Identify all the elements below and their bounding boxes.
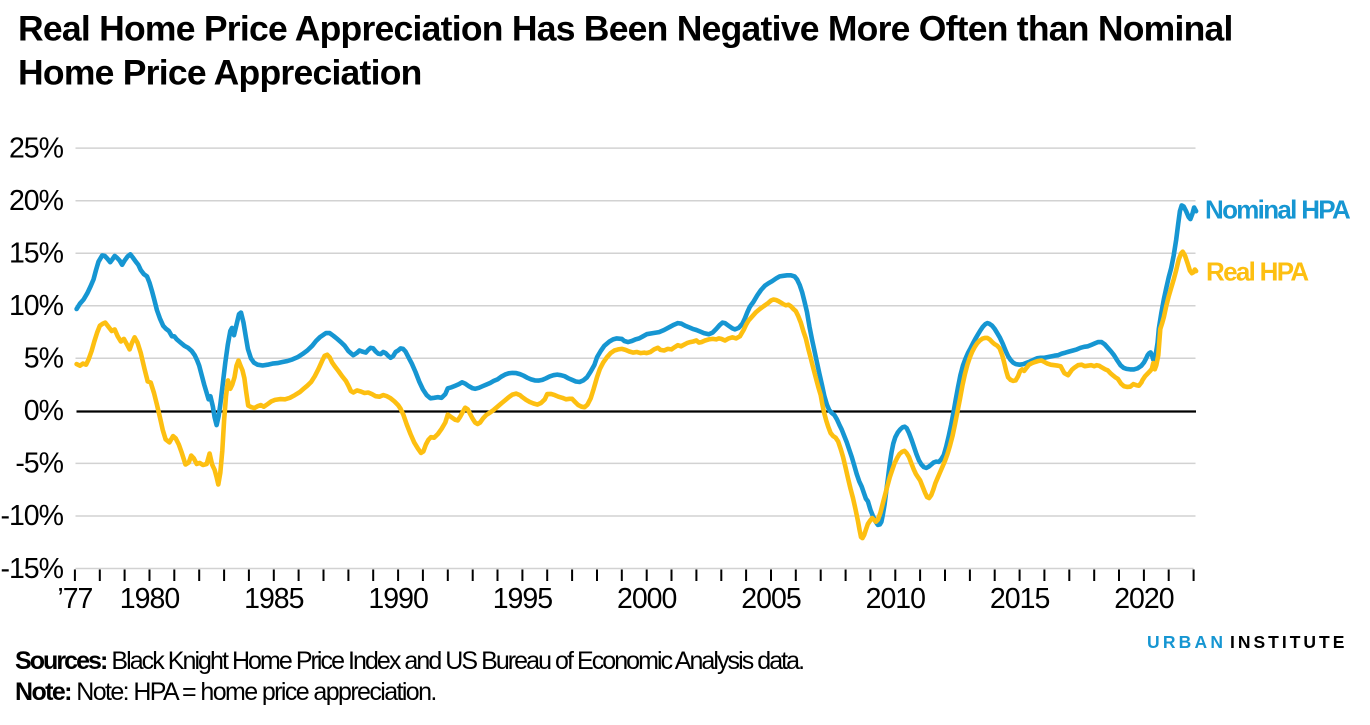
svg-text:INSTITUTE: INSTITUTE xyxy=(1230,632,1347,652)
svg-text:2015: 2015 xyxy=(990,583,1050,615)
svg-text:1980: 1980 xyxy=(120,583,180,615)
svg-text:15%: 15% xyxy=(9,237,64,269)
svg-text:-5%: -5% xyxy=(15,448,63,480)
svg-text:Home Price Appreciation: Home Price Appreciation xyxy=(18,53,422,93)
svg-text:20%: 20% xyxy=(9,185,64,217)
svg-text:Real HPA: Real HPA xyxy=(1206,257,1309,287)
svg-text:2010: 2010 xyxy=(866,583,926,615)
svg-text:1990: 1990 xyxy=(368,583,428,615)
svg-text:Sources: Black Knight Home Pri: Sources: Black Knight Home Price Index a… xyxy=(15,647,803,675)
svg-text:-10%: -10% xyxy=(0,500,63,532)
svg-text:-15%: -15% xyxy=(0,553,63,585)
svg-text:0%: 0% xyxy=(24,395,64,427)
svg-text:10%: 10% xyxy=(9,290,64,322)
svg-text:Nominal HPA: Nominal HPA xyxy=(1205,195,1351,225)
svg-text:2020: 2020 xyxy=(1114,583,1174,615)
svg-text:Real Home Price Appreciation H: Real Home Price Appreciation Has Been Ne… xyxy=(18,9,1233,49)
svg-text:25%: 25% xyxy=(9,132,64,164)
svg-text:2005: 2005 xyxy=(741,583,801,615)
svg-text:2000: 2000 xyxy=(617,583,677,615)
svg-text:1985: 1985 xyxy=(244,583,304,615)
svg-text:Note: Note: HPA = home price a: Note: Note: HPA = home price appreciatio… xyxy=(15,678,436,706)
svg-text:’77: ’77 xyxy=(57,583,92,615)
svg-text:5%: 5% xyxy=(24,343,64,375)
svg-text:URBAN: URBAN xyxy=(1147,632,1226,652)
svg-text:1995: 1995 xyxy=(493,583,553,615)
